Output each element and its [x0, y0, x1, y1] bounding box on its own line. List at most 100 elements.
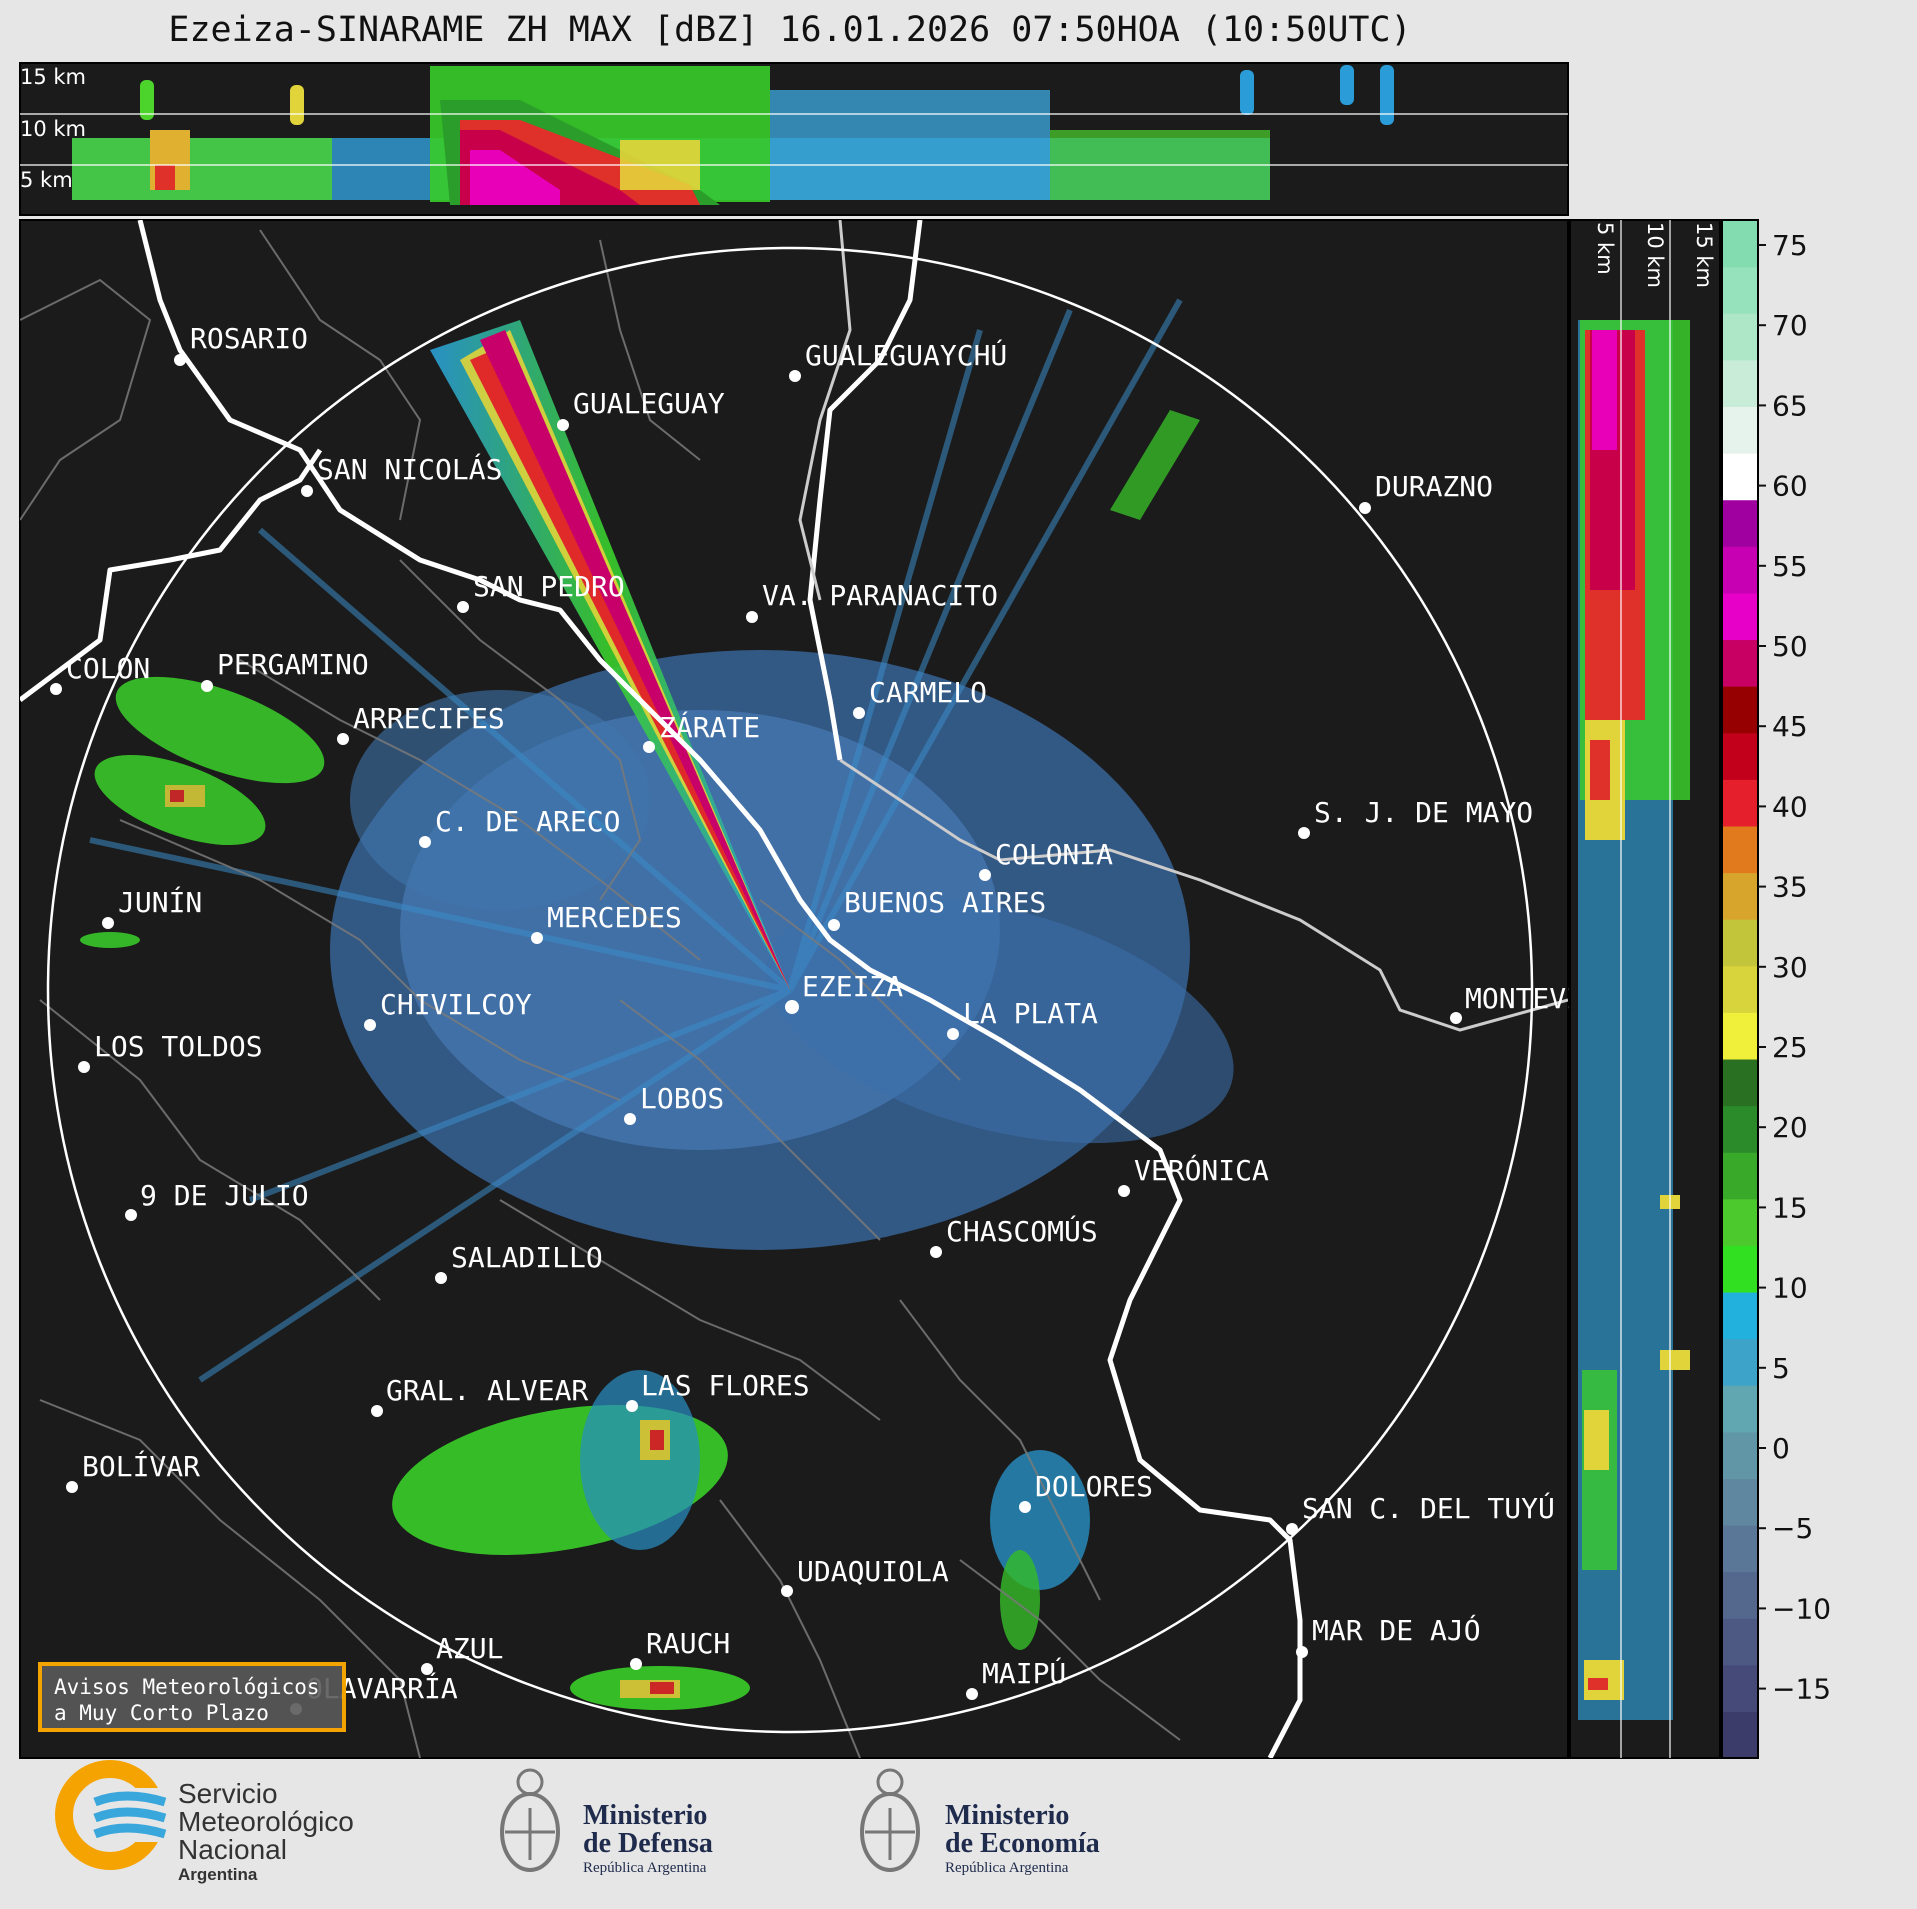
- side-height-10km: 10 km: [1643, 222, 1667, 288]
- svg-text:COLONIA: COLONIA: [995, 838, 1113, 871]
- colorbar-tick-label: 10: [1772, 1272, 1808, 1305]
- city-chivilcoy: CHIVILCOY: [364, 988, 532, 1031]
- city-c-de-areco: C. DE ARECO: [419, 805, 620, 848]
- colorbar-band: [1722, 1291, 1758, 1340]
- svg-text:CHASCOMÚS: CHASCOMÚS: [946, 1214, 1098, 1248]
- coat-of-arms-icon: [500, 1768, 560, 1872]
- colorbar-band: [1722, 406, 1758, 454]
- colorbar-tick-label: 5: [1772, 1352, 1790, 1385]
- svg-text:C. DE ARECO: C. DE ARECO: [435, 805, 620, 838]
- colorbar-band: [1722, 266, 1758, 314]
- side-height-5km: 5 km: [1593, 222, 1617, 275]
- svg-text:DURAZNO: DURAZNO: [1375, 470, 1493, 503]
- city-markers: ROSARIO GUALEGUAYCHÚ GUALEGUAY SAN NICOL…: [50, 322, 1634, 1715]
- city-chascomus: CHASCOMÚS: [930, 1214, 1098, 1258]
- city-carmelo: CARMELO: [853, 676, 987, 719]
- colorbar-band: [1722, 965, 1758, 1013]
- city-colonia: COLONIA: [979, 838, 1113, 881]
- colorbar-band: [1722, 220, 1758, 268]
- colorbar-band: [1722, 1664, 1758, 1712]
- city-rauch: RAUCH: [630, 1627, 730, 1670]
- svg-text:LAS FLORES: LAS FLORES: [641, 1369, 810, 1402]
- city-zarate: ZÁRATE: [643, 710, 760, 753]
- warning-box[interactable]: Avisos Meteorológicos a Muy Corto Plazo: [38, 1662, 346, 1732]
- city-lobos: LOBOS: [624, 1082, 724, 1125]
- colorbar-band: [1722, 1478, 1758, 1526]
- colorbar-tick-label: 75: [1772, 229, 1808, 262]
- svg-text:EZEIZA: EZEIZA: [802, 970, 903, 1003]
- colorbar-tick-label: 25: [1772, 1031, 1808, 1064]
- svg-text:SAN NICOLÁS: SAN NICOLÁS: [317, 452, 502, 486]
- city-la-plata: LA PLATA: [947, 997, 1098, 1040]
- colorbar-tick-label: 70: [1772, 309, 1808, 342]
- svg-text:AZUL: AZUL: [436, 1632, 503, 1665]
- colorbar-tick-label: 60: [1772, 470, 1808, 503]
- city-buenos-aires: BUENOS AIRES: [828, 886, 1046, 931]
- colorbar-band: [1722, 1431, 1758, 1479]
- colorbar-tick-label: 40: [1772, 790, 1808, 823]
- city-gral-alvear: GRAL. ALVEAR: [371, 1374, 588, 1417]
- colorbar-band: [1722, 779, 1758, 827]
- colorbar-tick-label: 15: [1772, 1191, 1808, 1224]
- svg-text:SAN PEDRO: SAN PEDRO: [473, 570, 625, 603]
- svg-text:SALADILLO: SALADILLO: [451, 1241, 603, 1274]
- colorbar-tick-label: 20: [1772, 1111, 1808, 1144]
- city-los-toldos: LOS TOLDOS: [78, 1030, 263, 1073]
- svg-text:ZÁRATE: ZÁRATE: [659, 710, 760, 744]
- svg-text:BUENOS AIRES: BUENOS AIRES: [844, 886, 1046, 919]
- colorbar-band: [1722, 453, 1758, 501]
- colorbar-band: [1722, 1198, 1758, 1246]
- colorbar-tick-label: 30: [1772, 951, 1808, 984]
- city-bolivar: BOLÍVAR: [66, 1449, 200, 1493]
- svg-text:BOLÍVAR: BOLÍVAR: [82, 1449, 200, 1483]
- city-azul: AZUL: [421, 1632, 503, 1675]
- city-durazno: DURAZNO: [1359, 470, 1493, 514]
- svg-text:LOBOS: LOBOS: [640, 1082, 724, 1115]
- coat-of-arms-icon: [860, 1768, 920, 1872]
- colorbar-tick-label: 35: [1772, 871, 1808, 904]
- colorbar-band: [1722, 499, 1758, 547]
- svg-text:GUALEGUAYCHÚ: GUALEGUAYCHÚ: [805, 338, 1007, 372]
- city-san-pedro: SAN PEDRO: [457, 570, 625, 613]
- svg-text:LA PLATA: LA PLATA: [963, 997, 1098, 1030]
- city-9-de-julio: 9 DE JULIO: [125, 1179, 309, 1221]
- city-san-c-del-tuyu: SAN C. DEL TUYÚ: [1286, 1491, 1555, 1535]
- svg-text:GRAL. ALVEAR: GRAL. ALVEAR: [386, 1374, 588, 1407]
- city-saladillo: SALADILLO: [435, 1241, 603, 1284]
- top-height-15km: 15 km: [20, 65, 86, 89]
- colorbar-band: [1722, 359, 1758, 408]
- colorbar-tick-label: 0: [1772, 1432, 1790, 1465]
- colorbar-band: [1722, 592, 1758, 641]
- city-pergamino: PERGAMINO: [201, 648, 369, 692]
- colorbar-band: [1722, 1245, 1758, 1293]
- colorbar-band: [1722, 546, 1758, 594]
- svg-text:RAUCH: RAUCH: [646, 1627, 730, 1660]
- colorbar-tick-label: 65: [1772, 389, 1808, 422]
- svg-text:S. J. DE MAYO: S. J. DE MAYO: [1314, 796, 1533, 829]
- colorbar-tick-label: −15: [1772, 1673, 1831, 1706]
- svg-text:ROSARIO: ROSARIO: [190, 322, 308, 355]
- colorbar-band: [1722, 686, 1758, 734]
- svg-text:MAIPÚ: MAIPÚ: [982, 1656, 1066, 1690]
- city-s-j-de-mayo: S. J. DE MAYO: [1298, 796, 1533, 839]
- warning-line-1: Avisos Meteorológicos: [54, 1675, 320, 1699]
- svg-text:MAR DE AJÓ: MAR DE AJÓ: [1312, 1613, 1481, 1647]
- colorbar-band: [1722, 1152, 1758, 1200]
- svg-text:CHIVILCOY: CHIVILCOY: [380, 988, 532, 1021]
- top-height-10km: 10 km: [20, 117, 86, 141]
- svg-text:PERGAMINO: PERGAMINO: [217, 648, 369, 681]
- side-height-profile: 5 km 10 km 15 km: [1569, 219, 1721, 1759]
- svg-text:VA. PARANACITO: VA. PARANACITO: [762, 579, 998, 612]
- svg-text:GUALEGUAY: GUALEGUAY: [573, 387, 725, 420]
- city-gualeguaychu: GUALEGUAYCHÚ: [789, 338, 1007, 382]
- smn-logo-icon: [55, 1760, 170, 1870]
- colorbar-band: [1722, 1012, 1758, 1060]
- side-height-15km: 15 km: [1692, 222, 1716, 288]
- svg-text:SAN C. DEL TUYÚ: SAN C. DEL TUYÚ: [1302, 1491, 1555, 1525]
- colorbar-band: [1722, 639, 1758, 687]
- colorbar-band: [1722, 313, 1758, 361]
- city-udaquiola: UDAQUIOLA: [781, 1555, 949, 1597]
- svg-text:LOS TOLDOS: LOS TOLDOS: [94, 1030, 263, 1063]
